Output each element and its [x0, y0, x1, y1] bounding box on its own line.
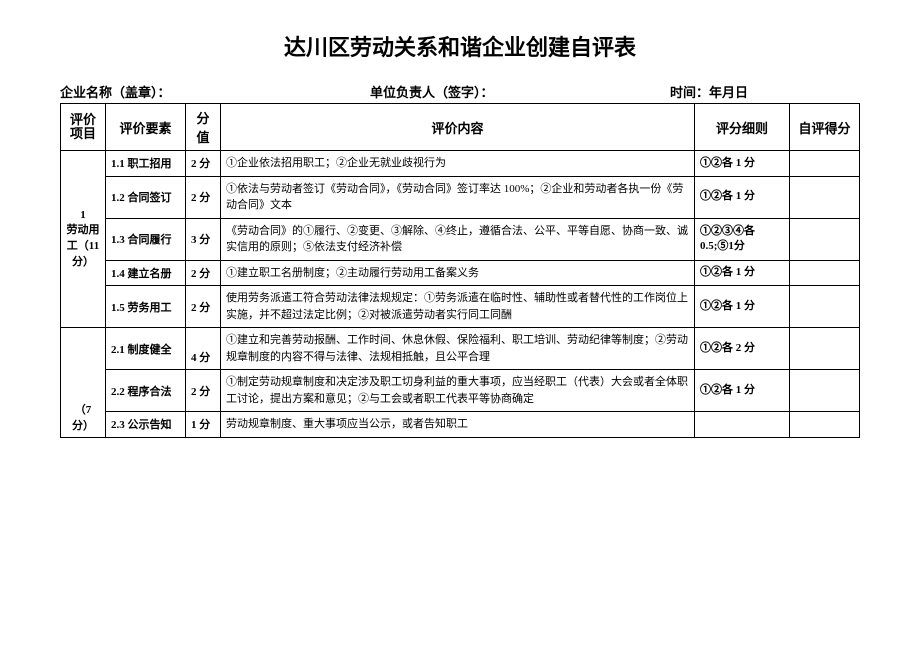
group2-label: （7 分）: [61, 328, 106, 438]
table-header-row: 评价项目 评价要素 分值 评价内容 评分细则 自评得分: [61, 104, 860, 151]
cell-content: 使用劳务派遣工符合劳动法律法规规定：①劳务派遣在临时性、辅助性或者替代性的工作岗…: [221, 286, 695, 328]
meta-leader: 单位负责人（签字）：: [370, 82, 670, 101]
table-row: 1 劳动用工（11分） 1.1 职工招用 2 分 ①企业依法招用职工；②企业无就…: [61, 151, 860, 177]
cell-self: [790, 286, 860, 328]
cell-self: [790, 412, 860, 438]
page-title: 达川区劳动关系和谐企业创建自评表: [60, 30, 860, 62]
evaluation-table: 评价项目 评价要素 分值 评价内容 评分细则 自评得分 1 劳动用工（11分） …: [60, 103, 860, 438]
cell-rule: ①②各 1 分: [695, 260, 790, 286]
table-row: 1.5 劳务用工 2 分 使用劳务派遣工符合劳动法律法规规定：①劳务派遣在临时性…: [61, 286, 860, 328]
table-row: 1.4 建立名册 2 分 ①建立职工名册制度；②主动履行劳动用工备案义务 ①②各…: [61, 260, 860, 286]
cell-content: ①依法与劳动者签订《劳动合同》，《劳动合同》签订率达 100%；②企业和劳动者各…: [221, 176, 695, 218]
cell-self: [790, 260, 860, 286]
cell-score: 1 分: [186, 412, 221, 438]
cell-score: 2 分: [186, 286, 221, 328]
table-row: 1.3 合同履行 3 分 《劳动合同》的①履行、②变更、③解除、④终止，遵循合法…: [61, 218, 860, 260]
hdr-project: 评价项目: [61, 104, 106, 151]
table-row: （7 分） 2.1 制度健全 4 分 ①建立和完善劳动报酬、工作时间、休息休假、…: [61, 328, 860, 370]
cell-element: 1.5 劳务用工: [106, 286, 186, 328]
cell-rule: ①②③④各 0.5;⑤1分: [695, 218, 790, 260]
cell-rule: ①②各 1 分: [695, 176, 790, 218]
cell-rule: ①②各 2 分: [695, 328, 790, 370]
cell-element: 2.2 程序合法: [106, 370, 186, 412]
cell-content: ①建立职工名册制度；②主动履行劳动用工备案义务: [221, 260, 695, 286]
cell-rule: [695, 412, 790, 438]
hdr-self: 自评得分: [790, 104, 860, 151]
cell-element: 2.1 制度健全: [106, 328, 186, 370]
hdr-score: 分值: [186, 104, 221, 151]
hdr-content: 评价内容: [221, 104, 695, 151]
cell-score: 2 分: [186, 260, 221, 286]
meta-time: 时间：年月日: [670, 82, 860, 101]
cell-element: 2.3 公示告知: [106, 412, 186, 438]
hdr-rule: 评分细则: [695, 104, 790, 151]
cell-score: 2 分: [186, 151, 221, 177]
cell-score: 2 分: [186, 370, 221, 412]
cell-element: 1.3 合同履行: [106, 218, 186, 260]
cell-rule: ①②各 1 分: [695, 286, 790, 328]
cell-score: 3 分: [186, 218, 221, 260]
cell-score: 4 分: [186, 328, 221, 370]
cell-self: [790, 218, 860, 260]
cell-score: 2 分: [186, 176, 221, 218]
cell-content: ①建立和完善劳动报酬、工作时间、休息休假、保险福利、职工培训、劳动纪律等制度；②…: [221, 328, 695, 370]
cell-self: [790, 370, 860, 412]
cell-element: 1.2 合同签订: [106, 176, 186, 218]
table-row: 1.2 合同签订 2 分 ①依法与劳动者签订《劳动合同》，《劳动合同》签订率达 …: [61, 176, 860, 218]
group1-label: 1 劳动用工（11分）: [61, 151, 106, 328]
cell-element: 1.4 建立名册: [106, 260, 186, 286]
meta-row: 企业名称（盖章）： 单位负责人（签字）： 时间：年月日: [60, 82, 860, 101]
meta-company: 企业名称（盖章）：: [60, 82, 370, 101]
cell-content: ①企业依法招用职工；②企业无就业歧视行为: [221, 151, 695, 177]
cell-rule: ①②各 1 分: [695, 370, 790, 412]
cell-self: [790, 328, 860, 370]
cell-content: 《劳动合同》的①履行、②变更、③解除、④终止，遵循合法、公平、平等自愿、协商一致…: [221, 218, 695, 260]
table-row: 2.2 程序合法 2 分 ①制定劳动规章制度和决定涉及职工切身利益的重大事项，应…: [61, 370, 860, 412]
cell-element: 1.1 职工招用: [106, 151, 186, 177]
table-row: 2.3 公示告知 1 分 劳动规章制度、重大事项应当公示，或者告知职工: [61, 412, 860, 438]
cell-content: ①制定劳动规章制度和决定涉及职工切身利益的重大事项，应当经职工（代表）大会或者全…: [221, 370, 695, 412]
cell-self: [790, 176, 860, 218]
hdr-element: 评价要素: [106, 104, 186, 151]
cell-self: [790, 151, 860, 177]
cell-rule: ①②各 1 分: [695, 151, 790, 177]
cell-content: 劳动规章制度、重大事项应当公示，或者告知职工: [221, 412, 695, 438]
